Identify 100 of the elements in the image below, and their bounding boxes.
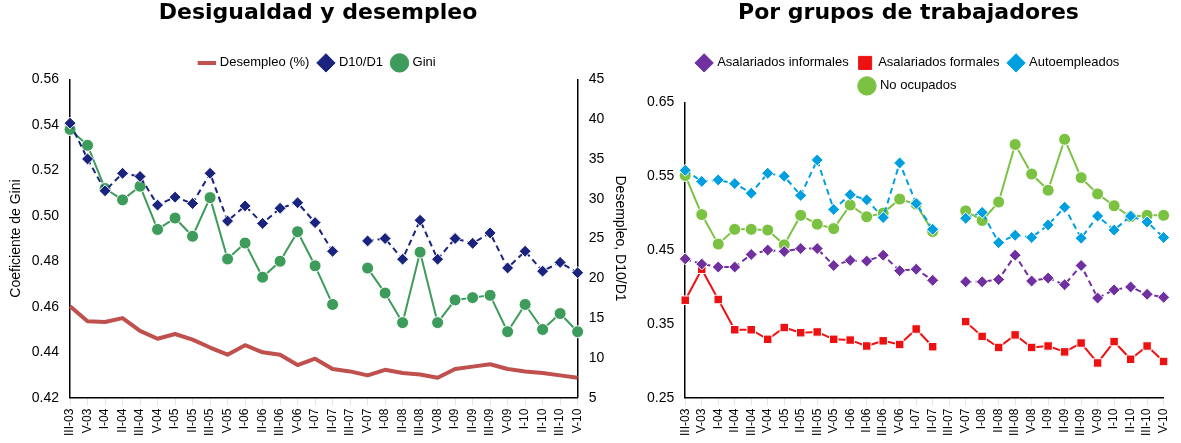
point [168, 211, 182, 225]
point [695, 174, 709, 188]
x-tick-label: III-07 [941, 408, 956, 437]
x-tick-label: II-10 [534, 408, 549, 433]
point [729, 325, 740, 335]
point [1058, 132, 1072, 146]
point [1076, 338, 1086, 348]
point [860, 254, 874, 268]
point [810, 217, 824, 231]
x-tick-label: I-06 [842, 408, 857, 430]
point [361, 261, 375, 275]
x-tick-label: II-08 [394, 408, 409, 433]
x-tick-label: V-08 [1023, 408, 1038, 434]
point [291, 196, 305, 210]
point [256, 270, 270, 284]
x-tick-label: II-04 [727, 408, 742, 433]
point [977, 331, 987, 342]
point [1010, 330, 1020, 340]
point [326, 297, 340, 311]
point [326, 244, 340, 258]
point [728, 222, 742, 236]
point [1008, 228, 1022, 242]
point [711, 260, 725, 274]
point [845, 335, 855, 345]
point [1157, 208, 1171, 222]
y2-tick-label: 45 [588, 70, 605, 87]
point [1025, 230, 1039, 244]
x-tick-label: II-06 [859, 408, 873, 433]
point [133, 169, 147, 183]
y-tick-label: 0.48 [31, 252, 60, 269]
point [448, 232, 462, 246]
y-tick-label: 0.44 [31, 343, 60, 360]
point [238, 199, 252, 213]
y2-tick-label: 35 [588, 149, 605, 166]
point [273, 201, 287, 215]
chart-title: Por grupos de trabajadores [738, 0, 1079, 24]
point [744, 222, 758, 236]
point [1043, 341, 1053, 351]
x-tick-label: III-05 [809, 408, 824, 437]
point [876, 248, 890, 262]
point [396, 252, 410, 266]
point [203, 191, 217, 205]
point [678, 252, 692, 266]
x-tick-label: I-10 [517, 408, 532, 430]
point [1157, 230, 1171, 244]
x-tick-label: V-10 [1155, 408, 1170, 434]
x-tick-label: II-05 [184, 408, 199, 433]
point [794, 242, 808, 256]
point [911, 324, 921, 334]
y2-tick-label: 5 [588, 388, 597, 405]
x-tick-label: I-04 [97, 408, 112, 430]
point [63, 116, 77, 130]
point [536, 322, 550, 336]
y-tick-label: 0.46 [31, 297, 60, 314]
x-tick-label: I-08 [377, 408, 392, 430]
point [1058, 278, 1072, 292]
x-tick-label: III-10 [1139, 408, 1154, 437]
point [1058, 200, 1072, 214]
y-tick-label: 0.50 [31, 206, 60, 223]
point [448, 293, 462, 307]
point [761, 243, 775, 257]
point [1124, 280, 1138, 294]
point [959, 211, 973, 225]
y2-tick-label: 15 [588, 308, 605, 325]
point [1026, 342, 1037, 353]
point [378, 232, 392, 246]
point [843, 253, 857, 267]
point [878, 336, 888, 346]
x-tick-label: II-04 [114, 408, 129, 433]
point [794, 188, 808, 202]
y-tick-label: 0.54 [31, 115, 60, 132]
x-tick-label: III-10 [552, 408, 567, 437]
point [1142, 341, 1152, 351]
point [1091, 291, 1105, 305]
x-tick-label: III-03 [62, 408, 77, 437]
x-tick-label: I-07 [307, 408, 322, 430]
point [744, 186, 758, 200]
y-tick-label: 0.65 [647, 93, 675, 110]
point [501, 325, 515, 339]
point [812, 327, 822, 337]
point [81, 138, 95, 152]
y2-axis-title: Desempleo, D10/D1 [612, 175, 629, 302]
point [81, 152, 95, 166]
point [1158, 356, 1169, 367]
point [761, 223, 775, 237]
x-tick-label: V-05 [826, 408, 841, 434]
x-tick-label: V-04 [760, 408, 775, 434]
point [1109, 336, 1119, 347]
point [909, 262, 923, 276]
point [1107, 199, 1121, 213]
x-tick-label: III-05 [202, 408, 217, 437]
y2-tick-label: 20 [588, 269, 605, 286]
point [1140, 287, 1154, 301]
point [779, 322, 789, 333]
point [762, 334, 773, 345]
legend-label: Gini [412, 54, 436, 70]
x-tick-label: III-09 [1073, 408, 1088, 437]
x-tick-label: I-05 [167, 408, 182, 430]
x-tick-label: V-04 [149, 408, 164, 434]
x-tick-label: III-09 [482, 408, 497, 437]
